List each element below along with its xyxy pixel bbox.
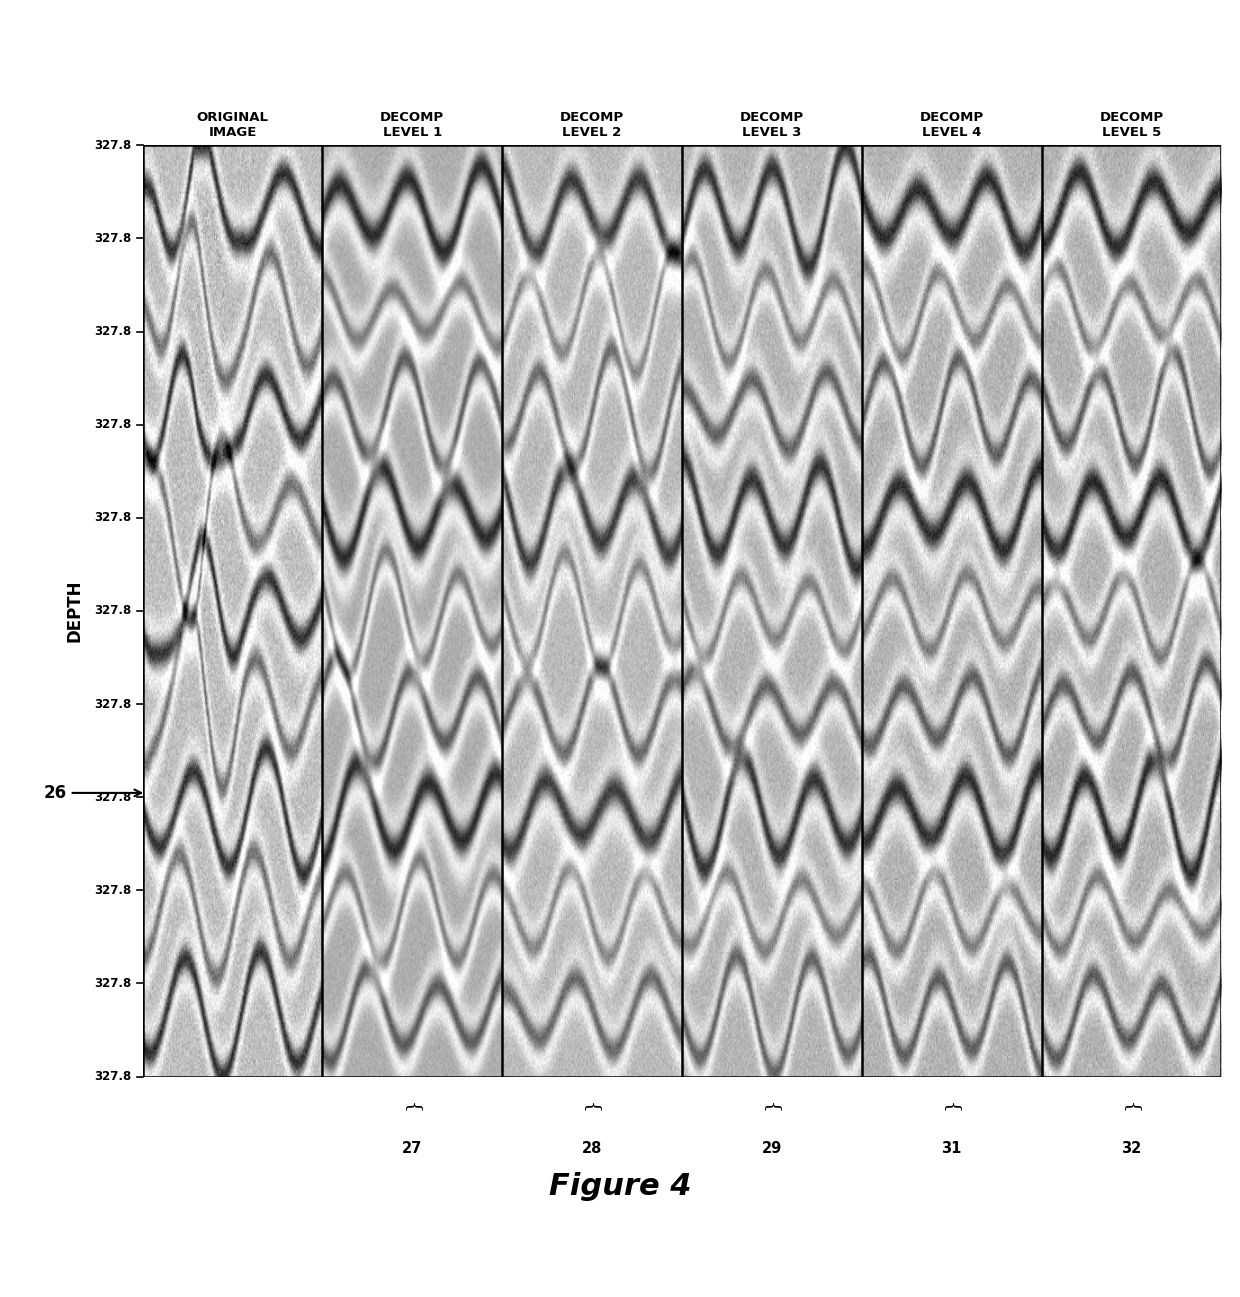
Text: 327.8: 327.8: [94, 791, 131, 804]
Text: 29: 29: [761, 1141, 782, 1156]
Text: 28: 28: [582, 1141, 603, 1156]
Text: 327.8: 327.8: [94, 883, 131, 896]
Text: 327.8: 327.8: [94, 1070, 131, 1083]
Text: }: }: [763, 1097, 781, 1110]
Text: DECOMP
LEVEL 1: DECOMP LEVEL 1: [381, 110, 444, 139]
Text: 327.8: 327.8: [94, 604, 131, 617]
Text: }: }: [583, 1097, 601, 1110]
Text: }: }: [403, 1097, 422, 1110]
Text: 27: 27: [402, 1141, 423, 1156]
Text: DECOMP
LEVEL 5: DECOMP LEVEL 5: [1100, 110, 1163, 139]
Text: DECOMP
LEVEL 3: DECOMP LEVEL 3: [740, 110, 804, 139]
Text: 32: 32: [1121, 1141, 1142, 1156]
Text: DECOMP
LEVEL 2: DECOMP LEVEL 2: [560, 110, 624, 139]
Text: 327.8: 327.8: [94, 326, 131, 339]
Text: 31: 31: [941, 1141, 962, 1156]
Text: 327.8: 327.8: [94, 232, 131, 245]
Text: Figure 4: Figure 4: [549, 1172, 691, 1201]
Text: 327.8: 327.8: [94, 977, 131, 990]
Text: 327.8: 327.8: [94, 418, 131, 431]
Text: 327.8: 327.8: [94, 698, 131, 711]
Text: ORIGINAL
IMAGE: ORIGINAL IMAGE: [196, 110, 269, 139]
Text: DECOMP
LEVEL 4: DECOMP LEVEL 4: [920, 110, 983, 139]
Text: 26: 26: [43, 783, 141, 802]
Text: 327.8: 327.8: [94, 139, 131, 152]
Text: }: }: [942, 1097, 961, 1110]
Text: DEPTH: DEPTH: [66, 580, 83, 642]
Text: }: }: [1122, 1097, 1141, 1110]
Text: 327.8: 327.8: [94, 511, 131, 524]
